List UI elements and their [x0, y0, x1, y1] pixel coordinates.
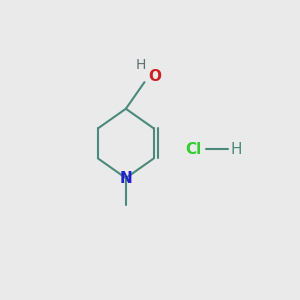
Text: O: O: [148, 69, 161, 84]
Text: Cl: Cl: [185, 142, 201, 157]
Text: H: H: [136, 58, 146, 72]
Text: N: N: [119, 171, 132, 186]
Text: H: H: [230, 142, 242, 157]
